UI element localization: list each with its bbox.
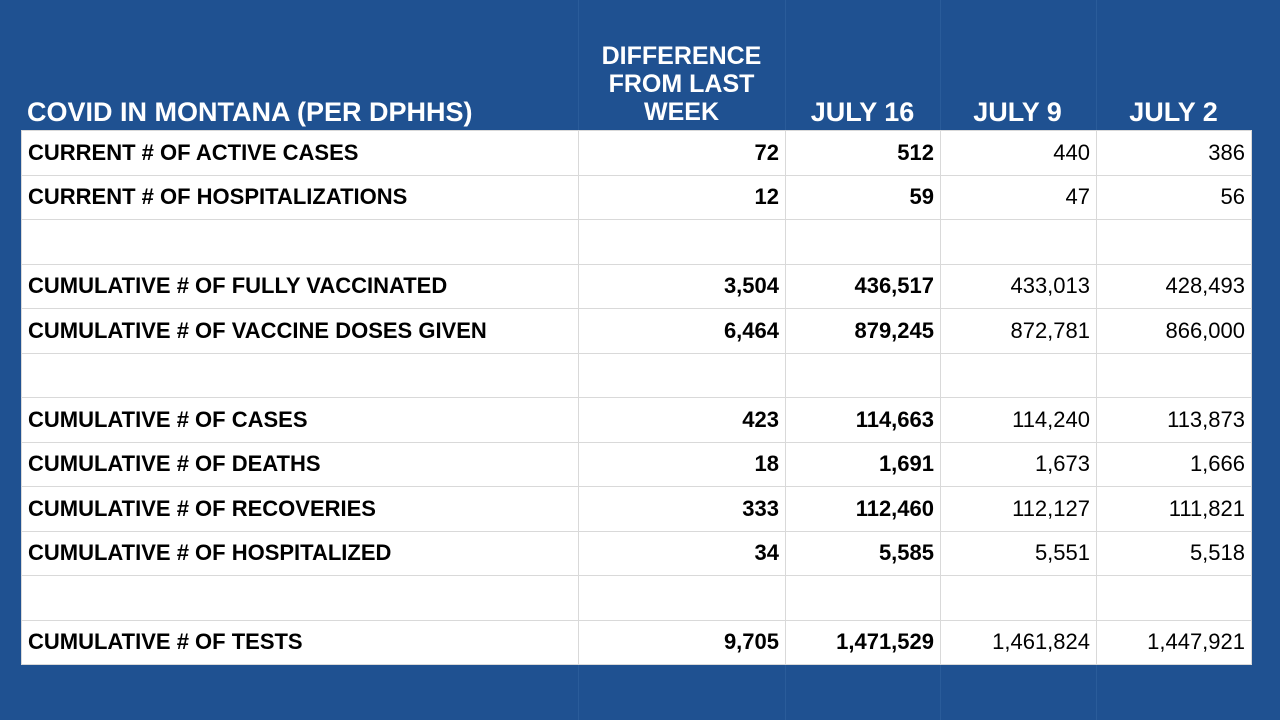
july-16-cell [785,219,941,265]
difference-cell [578,575,786,621]
spacer-row [21,352,1252,398]
row-label: CUMULATIVE # OF RECOVERIES [21,486,579,532]
july-16-cell: 112,460 [785,486,941,532]
july-9-cell: 1,461,824 [940,619,1097,665]
difference-cell: 72 [578,130,786,176]
july-2-cell: 1,666 [1096,441,1252,487]
july-9-cell: 440 [940,130,1097,176]
difference-cell: 333 [578,486,786,532]
difference-cell: 9,705 [578,619,786,665]
table-row: CUMULATIVE # OF FULLY VACCINATED 3,504 436… [21,263,1252,309]
row-label: CUMULATIVE # OF FULLY VACCINATED [21,263,579,309]
row-label [21,575,579,621]
july-16-cell: 1,691 [785,441,941,487]
row-label: CUMULATIVE # OF CASES [21,397,579,443]
table-title: COVID IN MONTANA (PER DPHHS) [27,97,473,127]
table-row: CUMULATIVE # OF CASES 423 114,663 114,240 11… [21,397,1252,443]
july-16-cell: 5,585 [785,530,941,576]
july-9-column-header: JULY 9 [973,97,1062,127]
difference-cell: 12 [578,174,786,220]
july-9-cell: 872,781 [940,308,1097,354]
table-row: CUMULATIVE # OF TESTS 9,705 1,471,529 1,461… [21,619,1252,665]
july-9-cell: 1,673 [940,441,1097,487]
july-16-cell: 114,663 [785,397,941,443]
july-9-cell [940,575,1097,621]
july-16-cell: 879,245 [785,308,941,354]
july-16-column-header: JULY 16 [810,97,915,127]
table-row: CUMULATIVE # OF VACCINE DOSES GIVEN 6,464… [21,308,1252,354]
table-header: COVID IN MONTANA (PER DPHHS) DIFFERENCE … [21,0,1251,130]
row-label [21,219,579,265]
difference-cell: 34 [578,530,786,576]
table-row: CUMULATIVE # OF DEATHS 18 1,691 1,673 1,666 [21,441,1252,487]
table-row: CURRENT # OF ACTIVE CASES 72 512 440 386 [21,130,1252,176]
july-9-cell: 433,013 [940,263,1097,309]
difference-cell [578,219,786,265]
july-2-cell [1096,219,1252,265]
table-row: CUMULATIVE # OF RECOVERIES 333 112,460 112,… [21,486,1252,532]
july-2-cell: 428,493 [1096,263,1252,309]
difference-cell [578,352,786,398]
july-9-cell [940,352,1097,398]
july-2-cell: 866,000 [1096,308,1252,354]
july-2-cell: 113,873 [1096,397,1252,443]
row-label [21,352,579,398]
difference-column-header: DIFFERENCE FROM LAST WEEK [601,42,762,126]
row-label: CURRENT # OF ACTIVE CASES [21,130,579,176]
data-table: CURRENT # OF ACTIVE CASES 72 512 440 386 CURR… [21,130,1252,665]
july-16-cell [785,352,941,398]
july-9-cell: 114,240 [940,397,1097,443]
row-label: CUMULATIVE # OF HOSPITALIZED [21,530,579,576]
july-9-cell: 112,127 [940,486,1097,532]
row-label: CUMULATIVE # OF VACCINE DOSES GIVEN [21,308,579,354]
july-2-cell: 386 [1096,130,1252,176]
difference-cell: 18 [578,441,786,487]
july-9-cell: 47 [940,174,1097,220]
july-16-cell: 1,471,529 [785,619,941,665]
row-label: CURRENT # OF HOSPITALIZATIONS [21,174,579,220]
spacer-row [21,219,1252,265]
july-2-cell: 111,821 [1096,486,1252,532]
difference-cell: 423 [578,397,786,443]
row-label: CUMULATIVE # OF TESTS [21,619,579,665]
july-9-cell [940,219,1097,265]
difference-cell: 6,464 [578,308,786,354]
table-row: CURRENT # OF HOSPITALIZATIONS 12 59 47 56 [21,174,1252,220]
july-2-cell [1096,575,1252,621]
difference-cell: 3,504 [578,263,786,309]
july-2-cell: 1,447,921 [1096,619,1252,665]
july-2-column-header: JULY 2 [1129,97,1218,127]
july-16-cell: 59 [785,174,941,220]
july-16-cell [785,575,941,621]
row-label: CUMULATIVE # OF DEATHS [21,441,579,487]
july-2-cell: 5,518 [1096,530,1252,576]
july-2-cell: 56 [1096,174,1252,220]
july-16-cell: 512 [785,130,941,176]
july-2-cell [1096,352,1252,398]
spacer-row [21,575,1252,621]
table-row: CUMULATIVE # OF HOSPITALIZED 34 5,585 5,551… [21,530,1252,576]
july-9-cell: 5,551 [940,530,1097,576]
july-16-cell: 436,517 [785,263,941,309]
